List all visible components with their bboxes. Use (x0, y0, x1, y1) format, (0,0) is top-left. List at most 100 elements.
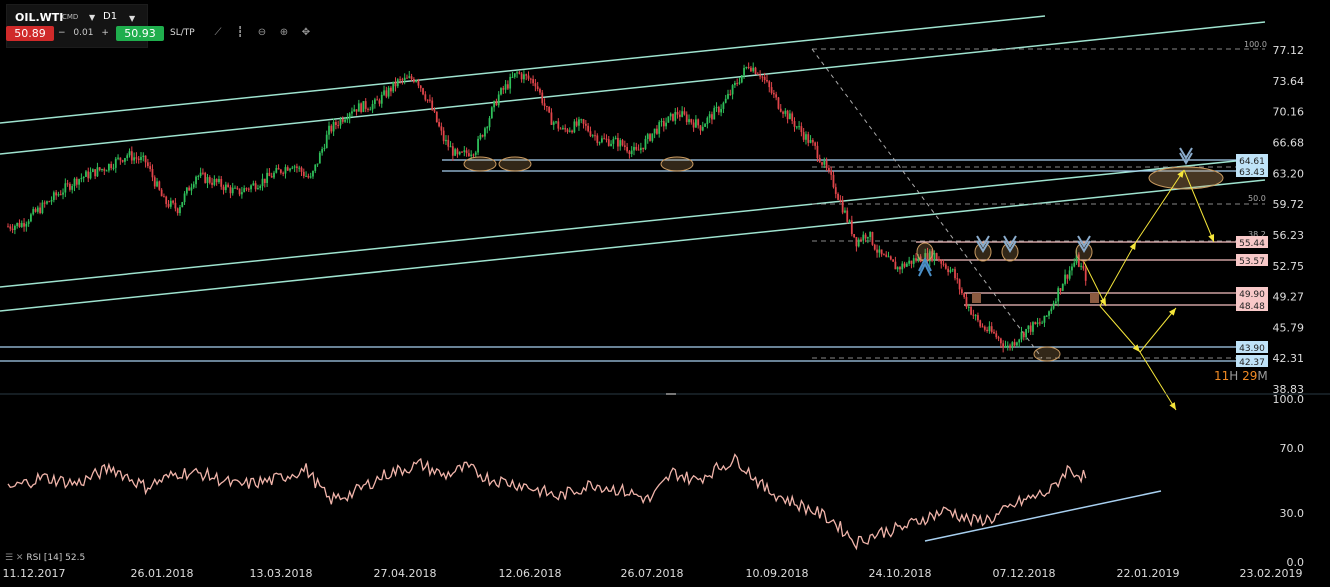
buy-button[interactable]: 50.93 (116, 26, 164, 41)
candle-body (685, 114, 688, 123)
candle-body (380, 94, 383, 104)
candle-body (229, 187, 232, 194)
price-tick: 59.72 (1273, 198, 1305, 211)
marker-ellipse (660, 156, 694, 172)
candle-body (279, 169, 282, 173)
time-axis: 11.12.2017 26.01.2018 13.03.2018 27.04.2018… (3, 567, 1303, 580)
candle-body (983, 326, 986, 330)
candle-body (73, 178, 76, 187)
candle-body (988, 326, 991, 332)
candle-body (332, 122, 335, 132)
candle-body (69, 183, 71, 190)
candle-body (770, 87, 773, 93)
candle-body (89, 171, 92, 179)
candle-body (896, 267, 899, 270)
projection-arrowhead (1099, 298, 1106, 306)
candle-body (653, 128, 656, 134)
candle-body (1066, 274, 1069, 279)
sell-signal-icon (1077, 235, 1091, 253)
candle-body (660, 121, 663, 123)
sell-button[interactable]: 50.89 (6, 26, 54, 41)
sell-signal-icon (1003, 235, 1017, 253)
candle-body (814, 142, 817, 146)
line-chart-icon[interactable]: ⟋ (214, 27, 222, 38)
candle-body (234, 187, 236, 189)
target-ellipse (1148, 166, 1224, 190)
volume-plus-button[interactable]: + (101, 28, 109, 38)
candle-body (832, 174, 835, 188)
projection-line (1083, 261, 1107, 307)
candle-body (644, 138, 647, 150)
candle-body (39, 207, 42, 214)
candle-body (747, 66, 750, 68)
candle-body (656, 128, 658, 134)
rsi-label[interactable]: ☰ ✕ RSI [14] 52.5 (5, 553, 85, 563)
candle-body (938, 258, 940, 261)
candle-body (431, 100, 434, 111)
candle-body (805, 134, 807, 140)
candle-body (252, 183, 255, 186)
candle-body (823, 161, 826, 165)
symbol-name[interactable]: OIL.WTI (15, 11, 64, 24)
candle-body (18, 222, 21, 227)
candle-body (172, 200, 174, 203)
candle-body (571, 130, 573, 133)
candle-body (743, 67, 745, 76)
candle-body (532, 79, 534, 84)
candle-body (27, 221, 30, 224)
candle-body (298, 167, 301, 169)
candle-body (782, 111, 784, 114)
crosshair-icon[interactable]: ✥ (301, 27, 311, 38)
candle-body (1080, 265, 1083, 267)
volume-value[interactable]: 0.01 (73, 28, 94, 38)
volume-minus-button[interactable]: − (58, 28, 66, 38)
candle-body (364, 101, 367, 109)
candle-body (711, 114, 713, 120)
rsi-tick: 30.0 (1280, 507, 1305, 520)
candle-body (662, 121, 665, 127)
candle-body (257, 188, 259, 190)
candle-body (85, 171, 87, 177)
volume-stepper[interactable]: − 0.01 + (58, 28, 109, 38)
candle-body (857, 239, 860, 247)
candlestick-icon[interactable]: ┇ (236, 27, 244, 38)
indicator-menu-icon[interactable]: ☰ ✕ (5, 553, 24, 563)
marker-box (1090, 293, 1099, 303)
symbol-dropdown-icon[interactable]: ▼ (89, 13, 96, 22)
sltp-button[interactable]: SL/TP (170, 28, 195, 38)
candle-body (211, 182, 213, 185)
candle-body (667, 116, 670, 123)
zoom-in-icon[interactable]: ⊕ (279, 27, 289, 38)
candle-body (261, 178, 264, 187)
candle-body (692, 122, 695, 128)
candle-body (394, 81, 397, 87)
candle-body (1059, 288, 1062, 291)
level-tag: 55.44 (1239, 239, 1265, 249)
candle-body (268, 172, 271, 177)
candle-body (1034, 322, 1037, 325)
candle-body (390, 87, 392, 92)
candle-body (222, 186, 225, 191)
candle-body (458, 151, 461, 155)
candle-body (140, 156, 142, 160)
candle-body (887, 256, 890, 258)
candle-body (745, 66, 748, 68)
candle-body (284, 167, 287, 174)
candle-body (958, 279, 961, 290)
projection-line (1139, 351, 1177, 411)
candle-body (293, 166, 296, 168)
candle-body (885, 254, 888, 257)
candle-body (986, 329, 989, 332)
candle-body (64, 183, 67, 193)
candle-body (584, 123, 587, 126)
candle-body (775, 94, 778, 98)
projection-arrowhead (1132, 344, 1140, 352)
timeframe-dropdown-icon[interactable]: ▼ (129, 14, 136, 23)
candle-body (1043, 315, 1046, 323)
rsi-tick: 70.0 (1280, 442, 1305, 455)
time-tick: 26.07.2018 (621, 567, 684, 580)
zoom-out-icon[interactable]: ⊖ (257, 27, 267, 38)
timeframe-select[interactable]: D1 (103, 11, 118, 22)
candle-body (649, 134, 651, 141)
